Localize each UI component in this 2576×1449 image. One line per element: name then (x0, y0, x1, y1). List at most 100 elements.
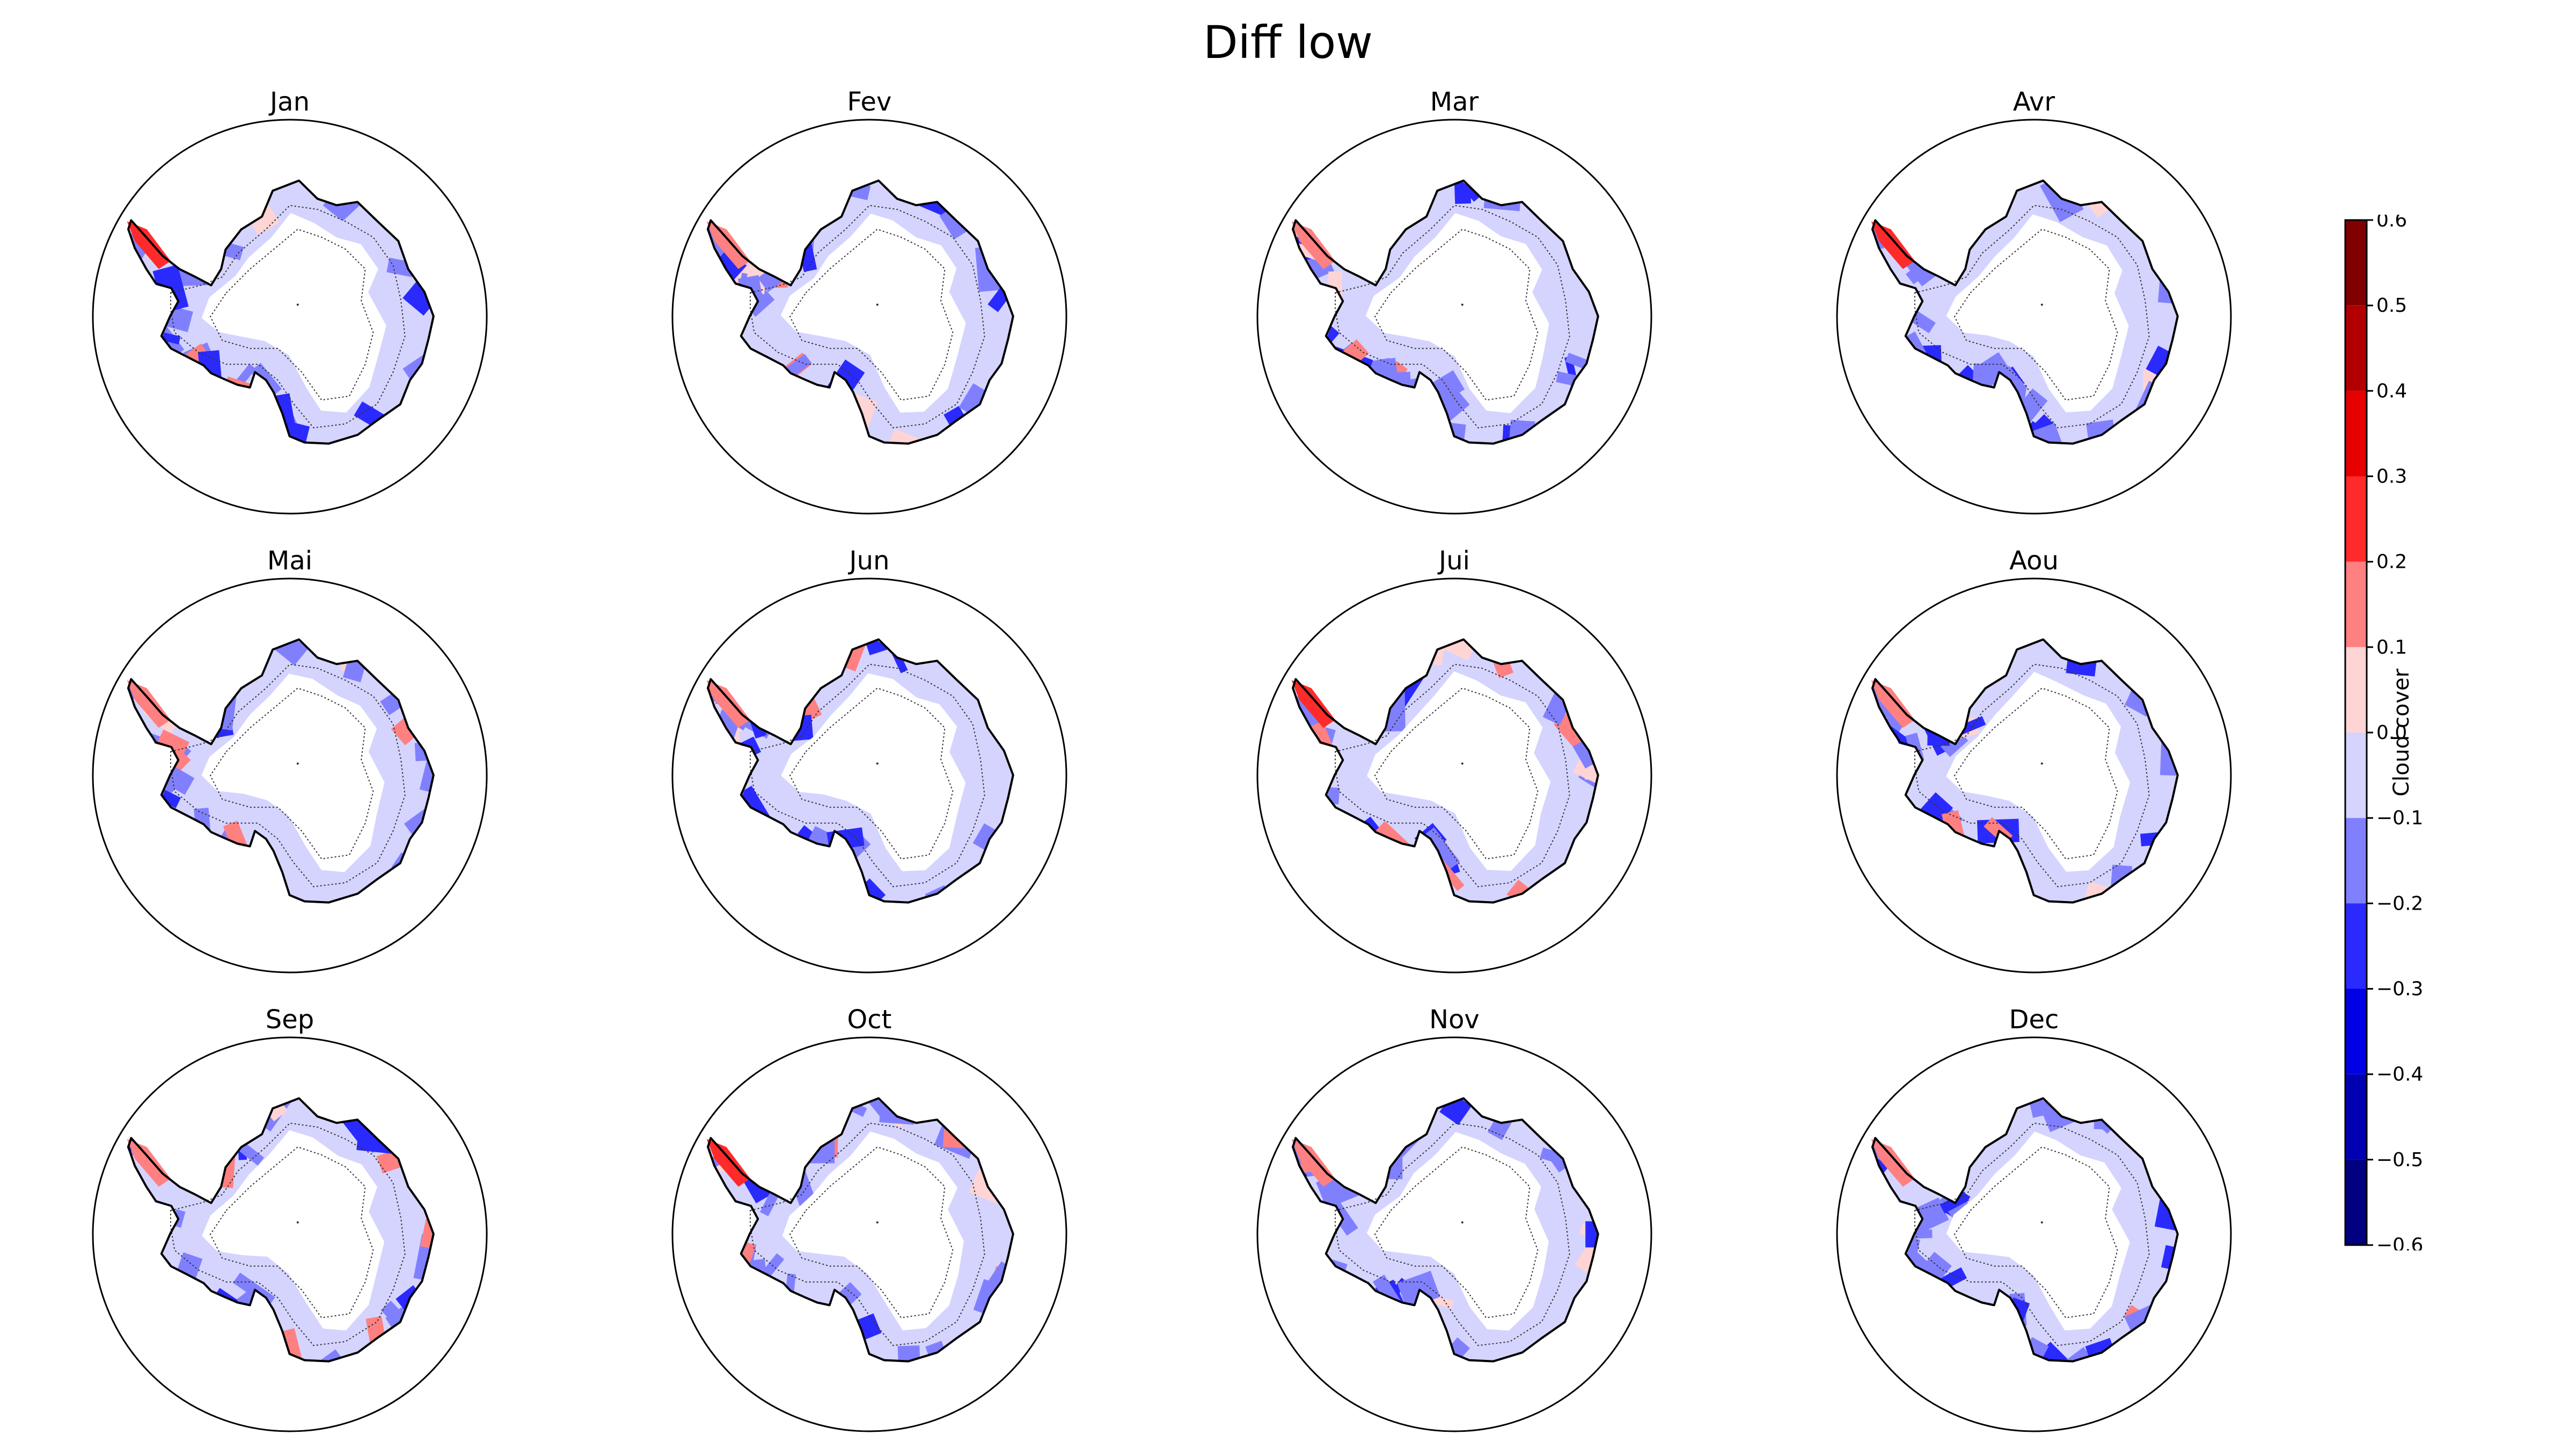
peninsula-anomaly (706, 680, 750, 728)
south-pole-marker (1461, 1221, 1463, 1224)
peninsula-anomaly (1871, 680, 1915, 728)
plateau-no-data (1946, 214, 2129, 413)
colorbar-tick-label: −0.1 (2376, 807, 2423, 829)
coastline (1292, 179, 1599, 445)
colorbar-segment (2345, 220, 2367, 306)
elevation-contour (789, 229, 954, 401)
antarctica-map (671, 577, 1067, 974)
anomaly-patch (1443, 640, 1482, 661)
elevation-contour (750, 663, 985, 888)
figure-title: Diff low (1203, 16, 1373, 69)
map-boundary-circle (671, 1036, 1067, 1432)
peninsula-anomaly (127, 680, 171, 728)
peninsula-anomaly (706, 221, 750, 269)
antarctica-map (1256, 119, 1652, 515)
map-panel-avr: Avr (1825, 86, 2243, 526)
anomaly-patch (897, 1345, 921, 1362)
elevation-contour (750, 204, 985, 429)
elevation-contour (170, 204, 406, 429)
colorbar: 0.6 0.5 0.4 0.3 0.2 0.1 0.0 −0.1 −0.2 −0.3 −0.4 −0.… (2344, 215, 2423, 1250)
coastline (127, 1097, 435, 1363)
panel-title: Nov (1429, 1005, 1480, 1035)
elevation-contour (1374, 229, 1539, 401)
south-pole-marker (876, 1221, 879, 1224)
peninsula-anomaly (1291, 221, 1335, 269)
peninsula-anomaly (1291, 1139, 1335, 1187)
colorbar-segment (2345, 733, 2367, 818)
coastline (1292, 1097, 1599, 1363)
map-boundary-circle (1256, 1036, 1652, 1432)
elevation-contour (1953, 229, 2118, 401)
map-panel-mai: Mai (80, 545, 499, 985)
elevation-contour (1374, 1146, 1539, 1319)
elevation-contour (1953, 687, 2118, 860)
peninsula-anomaly (1871, 1139, 1915, 1187)
map-boundary-circle (1256, 119, 1652, 515)
colorbar-segment (2345, 647, 2367, 733)
map-boundary-circle (92, 1036, 488, 1432)
map-boundary-circle (92, 119, 488, 515)
map-boundary-circle (671, 577, 1067, 974)
elevation-contour (1953, 1146, 2118, 1319)
colorbar-segment (2345, 903, 2367, 989)
colorbar-segment (2345, 391, 2367, 477)
colorbar-segment (2345, 818, 2367, 904)
south-pole-marker (1461, 303, 1463, 306)
coastline (127, 179, 435, 445)
colorbar-segment (2345, 1074, 2367, 1160)
colorbar-tick-label: 0.1 (2376, 636, 2407, 658)
elevation-contour (209, 229, 374, 401)
elevation-contour (170, 1122, 406, 1346)
map-panel-mar: Mar (1245, 86, 1664, 526)
south-pole-marker (2040, 762, 2043, 765)
anomaly-patch (888, 428, 930, 444)
peninsula-anomaly (127, 221, 171, 269)
colorbar-tick-label: −0.4 (2376, 1064, 2423, 1086)
colorbar-tick-label: −0.6 (2376, 1234, 2423, 1250)
elevation-contour (1374, 687, 1539, 860)
panel-title: Fev (847, 87, 892, 117)
colorbar-tick-label: 0.4 (2376, 380, 2407, 402)
peninsula-anomaly (1871, 221, 1915, 269)
plateau-no-data (1366, 1132, 1549, 1331)
antarctica-map (92, 119, 488, 515)
anomaly-patch (1439, 1099, 1485, 1125)
colorbar-tick-label: −0.3 (2376, 978, 2423, 1000)
south-pole-marker (296, 303, 299, 306)
antarctica-map (1836, 119, 2232, 515)
map-boundary-circle (1836, 1036, 2232, 1432)
south-pole-marker (1461, 762, 1463, 765)
anomaly-patch (2057, 1346, 2090, 1362)
panel-title: Sep (265, 1005, 314, 1035)
plateau-no-data (781, 673, 966, 872)
coastline (707, 1097, 1014, 1363)
peninsula-anomaly (706, 1139, 750, 1187)
colorbar-tick-label: −0.2 (2376, 892, 2423, 914)
map-panel-nov: Nov (1245, 1004, 1664, 1444)
coastline (1292, 638, 1599, 904)
colorbar-tick-label: 0.6 (2376, 215, 2407, 231)
panel-title: Dec (2009, 1005, 2059, 1035)
elevation-contour (1335, 204, 1570, 429)
coastline (1871, 1097, 2179, 1363)
map-boundary-circle (671, 119, 1067, 515)
elevation-contour (1914, 663, 2150, 888)
panel-title: Jui (1439, 546, 1470, 576)
colorbar-segment (2345, 305, 2367, 391)
coastline (707, 638, 1014, 904)
anomaly-patch (419, 757, 433, 794)
coastline (127, 638, 435, 904)
colorbar-tick-label: 0.3 (2376, 466, 2407, 488)
map-panel-jun: Jun (660, 545, 1079, 985)
colorbar-label: Cloud cover (2389, 668, 2414, 797)
map-boundary-circle (1836, 119, 2232, 515)
coastline (1871, 179, 2179, 445)
map-panel-dec: Dec (1825, 1004, 2243, 1444)
panel-title: Oct (847, 1005, 892, 1035)
map-panel-oct: Oct (660, 1004, 1079, 1444)
south-pole-marker (876, 762, 879, 765)
south-pole-marker (876, 303, 879, 306)
elevation-contour (1335, 663, 1570, 888)
antarctica-map (1836, 1036, 2232, 1432)
antarctica-map (1836, 577, 2232, 974)
